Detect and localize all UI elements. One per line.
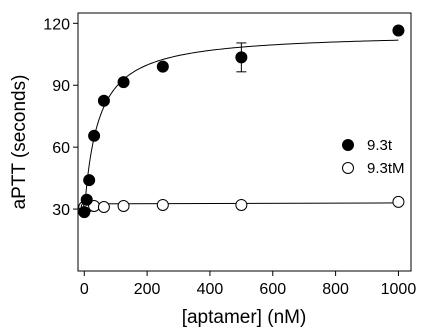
x-axis-ticks: 0 200 400 600 800 1000 [80, 271, 417, 298]
data-point-filled [80, 193, 93, 206]
data-point-filled [156, 60, 169, 73]
legend-label: 9.3tM [367, 160, 405, 177]
x-tick-label: 0 [80, 281, 89, 298]
data-point-open [97, 201, 110, 214]
legend-label: 9.3t [367, 137, 393, 154]
x-axis-label: [aptamer] (nM) [182, 307, 307, 328]
x-tick-label: 600 [259, 281, 286, 298]
data-point-open [392, 195, 405, 208]
data-point-filled [97, 94, 110, 107]
data-point-open [117, 199, 130, 212]
plot-frame [77, 12, 412, 272]
data-point-open [235, 198, 248, 211]
data-point-filled [392, 24, 405, 37]
legend-marker [342, 139, 354, 151]
data-point-filled [117, 76, 130, 89]
data-point-filled [88, 129, 101, 142]
fit-line-1 [83, 39, 399, 213]
data-points [78, 24, 405, 219]
y-axis-label: aPTT (seconds) [9, 75, 30, 210]
legend-marker [342, 162, 354, 174]
x-tick-label: 800 [322, 281, 349, 298]
data-point-filled [78, 206, 91, 219]
y-tick-label: 120 [43, 16, 70, 33]
data-point-filled [83, 174, 96, 187]
x-tick-label: 1000 [381, 281, 417, 298]
y-tick-label: 60 [52, 140, 70, 157]
y-axis-ticks: 30 60 90 120 [43, 16, 78, 219]
y-tick-label: 90 [52, 78, 70, 95]
legend: 9.3t 9.3tM [342, 137, 405, 177]
x-tick-label: 400 [197, 281, 224, 298]
data-point-open [156, 198, 169, 211]
x-tick-label: 200 [134, 281, 161, 298]
data-point-filled [235, 51, 248, 64]
y-tick-label: 30 [52, 202, 70, 219]
